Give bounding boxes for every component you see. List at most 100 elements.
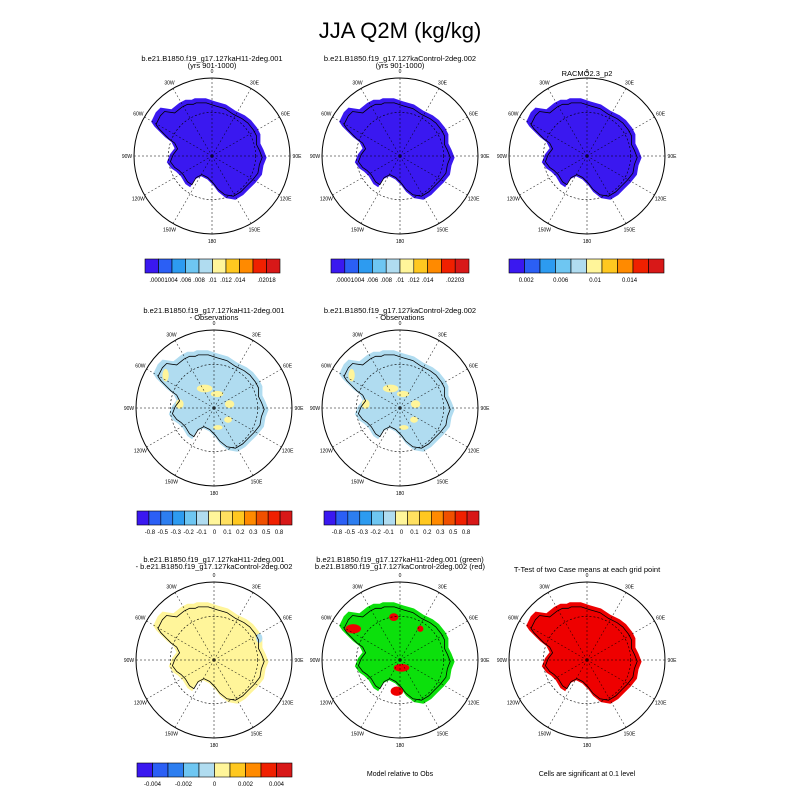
longitude-label: 60W <box>321 616 332 622</box>
longitude-label: 0 <box>399 573 402 579</box>
map-panel-p2: b.e21.B1850.f19_g17.127kaControl-2deg.00… <box>310 54 490 245</box>
colorbar-cell <box>632 258 649 274</box>
longitude-label: 90E <box>481 154 491 160</box>
longitude-label: 0 <box>211 69 214 75</box>
red-category-patch <box>390 686 404 696</box>
colorbar-tick-label: 0.3 <box>249 530 258 536</box>
positive-bias-patch <box>399 425 409 430</box>
colorbar-tick-label: .01 <box>208 278 217 284</box>
panel-title-line: T-Test of two Case means at each grid po… <box>514 565 661 574</box>
colorbar-tick-label: 0.2 <box>423 530 432 536</box>
longitude-label: 30E <box>625 80 635 86</box>
longitude-label: 60E <box>656 616 666 622</box>
colorbar-tick-label: 0.01 <box>589 278 601 284</box>
longitude-label: 90E <box>295 406 305 412</box>
colorbar-cell <box>347 510 361 526</box>
colorbar-tick-label: -0.5 <box>345 530 356 536</box>
longitude-label: 180 <box>396 239 405 245</box>
longitude-label: 60W <box>508 616 519 622</box>
meridian-line <box>586 659 627 728</box>
colorbar-cell <box>225 258 240 274</box>
colorbar-tick-label: 0.2 <box>236 530 245 536</box>
panel-title-line: b.e21.B1850.f19_g17.127kaControl-2deg.00… <box>324 54 476 63</box>
colorbar-cell <box>167 762 184 778</box>
colorbar-cell <box>323 510 337 526</box>
colorbar-tick-label: -0.3 <box>358 530 369 536</box>
colorbar-cell <box>466 510 480 526</box>
colorbar-cell <box>245 762 262 778</box>
meridian-line <box>399 592 440 661</box>
longitude-label: 30W <box>352 332 363 338</box>
meridian-line <box>586 592 627 661</box>
colorbar-cell <box>276 762 293 778</box>
longitude-label: 120E <box>280 197 292 203</box>
meridian-line <box>547 659 588 728</box>
longitude-label: 60W <box>135 616 146 622</box>
meridian-line <box>586 155 627 224</box>
colorbar-tick-label: 0.5 <box>262 530 271 536</box>
longitude-label: 120E <box>468 701 480 707</box>
red-category-patch <box>393 663 410 672</box>
colorbar-tick-label: -0.2 <box>183 530 194 536</box>
colorbar-p1: .00001.004.006.008.01.012.014 .02018 <box>144 258 281 284</box>
positive-bias-patch <box>396 390 410 398</box>
longitude-label: 120E <box>468 197 480 203</box>
longitude-label: 150W <box>351 732 364 738</box>
longitude-label: 30E <box>625 584 635 590</box>
colorbar-tick-label: .01 <box>396 278 405 284</box>
meridian-line <box>399 116 468 157</box>
panel-title-line: RACMO2.3_p2 <box>562 69 613 78</box>
meridian-line <box>211 155 252 224</box>
colorbar-cell <box>395 510 408 526</box>
colorbar-cell <box>244 510 257 526</box>
longitude-label: 150E <box>624 228 636 234</box>
longitude-label: 150W <box>538 228 551 234</box>
colorbar-cell <box>144 258 159 274</box>
meridian-line <box>586 155 655 196</box>
longitude-label: 30W <box>166 584 177 590</box>
longitude-label: 30W <box>164 80 175 86</box>
colorbar-cell <box>586 258 603 274</box>
longitude-label: 150E <box>624 732 636 738</box>
positive-bias-patch <box>410 400 421 408</box>
longitude-label: 180 <box>210 491 219 497</box>
longitude-label: 150E <box>251 480 263 486</box>
panel-footer-note: Model relative to Obs <box>367 771 434 778</box>
meridian-line <box>146 407 215 448</box>
colorbar-cell <box>260 762 277 778</box>
colorbar-cell <box>570 258 587 274</box>
colorbar-tick-label: 0.8 <box>462 530 471 536</box>
colorbar-p5: -0.8 -0.5 -0.3 -0.2 -0.1 0 0.1 0.2 0.3 0.5 0.8 <box>323 510 480 536</box>
colorbar-cell <box>185 258 200 274</box>
longitude-label: 120W <box>132 197 145 203</box>
longitude-label: 60E <box>283 616 293 622</box>
longitude-label: 30E <box>252 584 262 590</box>
meridian-line <box>332 116 401 157</box>
colorbar-tick-label: 0 <box>213 530 217 536</box>
meridian-line <box>399 407 468 448</box>
colorbar-cell <box>371 510 384 526</box>
panel-title-line: (yrs 901-1000) <box>376 61 425 70</box>
colorbar-tick-label: -0.8 <box>145 530 156 536</box>
meridian-line <box>360 659 401 728</box>
longitude-label: 60W <box>321 112 332 118</box>
colorbar-tick-label: 0.004 <box>269 782 285 788</box>
longitude-label: 120E <box>282 701 294 707</box>
latitude-circle <box>170 364 258 452</box>
coastline <box>343 354 451 449</box>
not-significant-patch <box>569 686 580 696</box>
map-panel-p7: b.e21.B1850.f19_g17.127kaH11-2deg.001 (g… <box>310 555 490 749</box>
meridian-line <box>399 88 440 157</box>
colorbar-cell <box>454 510 468 526</box>
panel-title-line: b.e21.B1850.f19_g17.127kaH11-2deg.001 <box>143 306 284 315</box>
longitude-label: 90E <box>481 406 491 412</box>
meridian-line <box>213 407 254 476</box>
negative-diff-patch <box>256 633 263 643</box>
longitude-label: 150W <box>165 732 178 738</box>
colorbar-cell <box>148 510 162 526</box>
longitude-label: 30E <box>438 332 448 338</box>
meridian-line <box>213 659 282 700</box>
meridian-line <box>332 659 401 700</box>
colorbar-cell <box>330 258 346 274</box>
positive-bias-patch <box>410 416 418 423</box>
